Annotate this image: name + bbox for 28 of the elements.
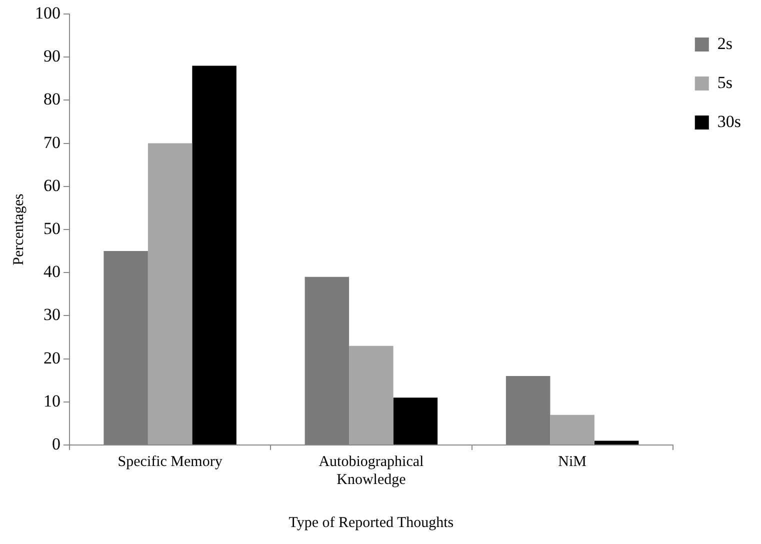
bar <box>594 440 639 444</box>
y-tick-label: 10 <box>44 391 60 410</box>
y-tick-label: 70 <box>44 132 60 152</box>
y-tick-label: 20 <box>44 348 60 368</box>
x-tick-label: Specific Memory <box>118 454 223 470</box>
bar <box>349 346 394 444</box>
y-axis-title: Percentages <box>10 194 27 266</box>
y-tick-label: 30 <box>44 305 60 324</box>
y-tick-label: 40 <box>44 262 60 282</box>
bar <box>192 66 236 444</box>
x-tick-label: Autobiographical Knowledge <box>318 454 424 488</box>
legend-label: 30s <box>717 112 742 131</box>
y-tick-label: 0 <box>52 434 60 454</box>
legend-label: 2s <box>717 34 733 53</box>
x-tick-label: NiM <box>558 454 586 470</box>
bar <box>393 398 438 444</box>
bar <box>104 251 148 444</box>
y-tick-label: 90 <box>44 46 60 66</box>
bar <box>148 143 192 444</box>
y-tick-label: 60 <box>44 176 60 195</box>
x-axis-title: Type of Reported Thoughts <box>288 514 454 531</box>
y-tick-label: 80 <box>44 90 60 109</box>
y-tick-label: 100 <box>35 3 60 22</box>
bar <box>550 414 594 444</box>
legend-label: 5s <box>717 72 733 92</box>
y-tick-label: 50 <box>44 218 60 238</box>
bar <box>304 276 350 444</box>
bar <box>506 376 550 444</box>
